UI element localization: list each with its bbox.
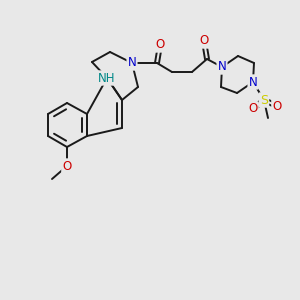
Text: O: O [272,100,282,112]
Text: NH: NH [98,71,116,85]
Text: O: O [155,38,165,52]
Text: N: N [218,61,226,74]
Text: O: O [200,34,208,47]
Text: N: N [128,56,136,70]
Text: O: O [248,103,258,116]
Text: S: S [260,94,268,106]
Text: N: N [249,76,257,88]
Text: O: O [62,160,72,172]
